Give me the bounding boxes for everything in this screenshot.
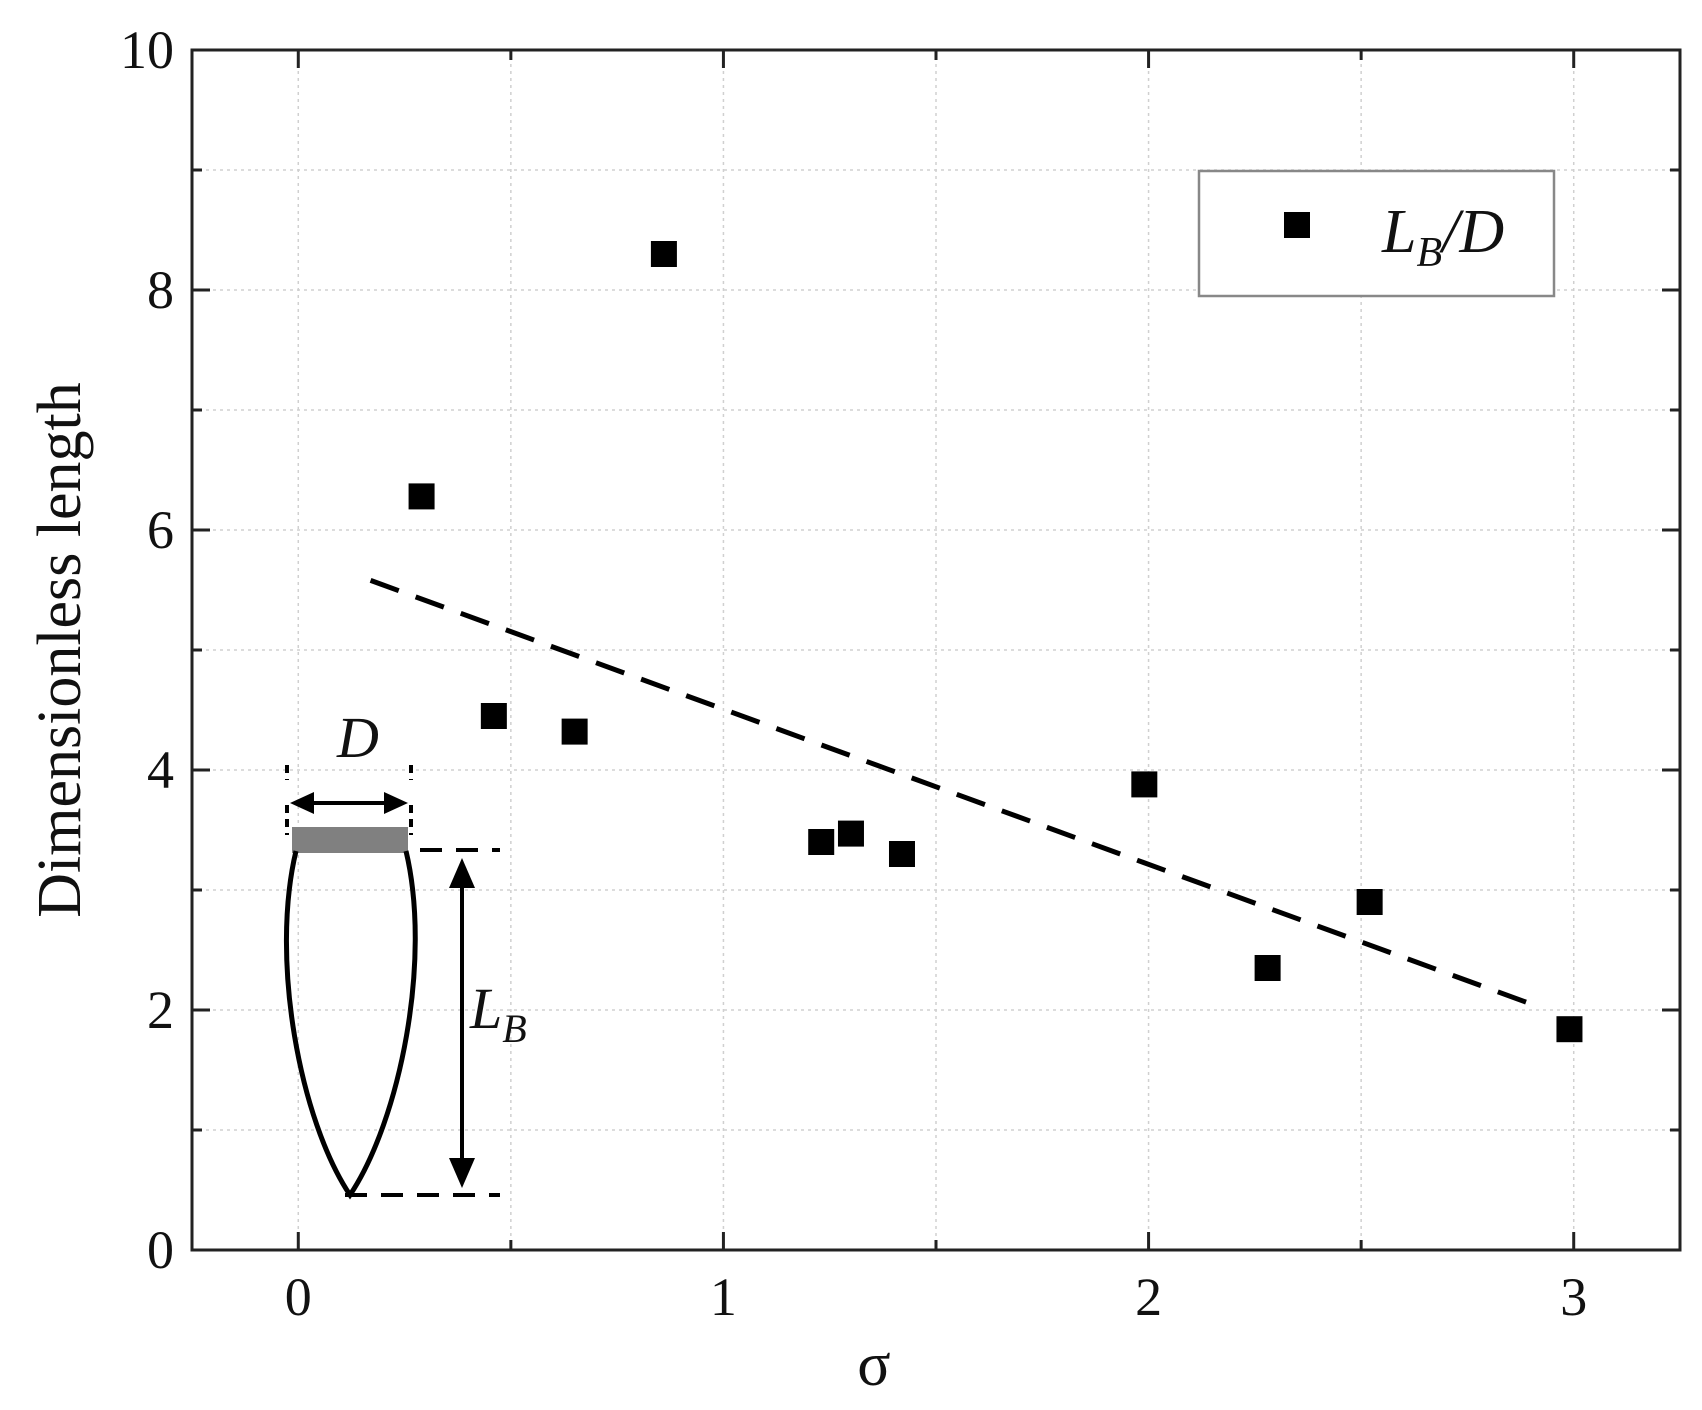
length-label-sub: B [502, 1006, 526, 1051]
data-point [480, 703, 507, 729]
x-tick-label: 1 [710, 1267, 737, 1327]
gridlines [192, 50, 1680, 1250]
legend-label-sub: B [1416, 230, 1442, 276]
legend-label: LB/D [1381, 198, 1504, 276]
x-axis-title: σ [857, 1331, 890, 1399]
bubble-outline [283, 850, 418, 1200]
plot-frame [190, 48, 1682, 1252]
data-point [1556, 1016, 1583, 1043]
legend-label-tail: /D [1439, 198, 1504, 266]
data-point [837, 820, 864, 847]
y-tick-label: 4 [147, 740, 174, 800]
y-tick-label: 8 [147, 260, 174, 320]
y-tick-label: 2 [147, 980, 174, 1040]
data-point [561, 718, 588, 745]
length-label: LB [469, 976, 527, 1051]
data-point [1356, 889, 1383, 915]
data-point [808, 829, 835, 855]
bubble-top-bar [292, 827, 408, 853]
trend-line [369, 578, 1533, 1007]
data-points [408, 241, 1583, 1043]
legend-box [1197, 169, 1556, 298]
bubble-inset-diagram: D LB [283, 705, 527, 1200]
y-tick-label: 0 [147, 1220, 174, 1280]
legend-marker [1284, 212, 1310, 238]
diameter-label: D [336, 705, 379, 770]
legend-label-main: L [1381, 198, 1416, 266]
y-tick-label: 10 [120, 20, 174, 80]
y-axis-title: Dimensionless length [26, 382, 94, 918]
tick-labels: 0 1 2 3 0 2 4 6 8 10 [120, 20, 1587, 1327]
length-label-main: L [469, 976, 502, 1041]
x-tick-label: 3 [1560, 1267, 1587, 1327]
data-point [1131, 771, 1158, 798]
data-point [888, 841, 915, 867]
x-tick-label: 0 [285, 1267, 312, 1327]
y-tick-label: 6 [147, 500, 174, 560]
data-point [1254, 955, 1281, 981]
data-point [650, 241, 677, 267]
data-point [408, 483, 435, 510]
legend: LB/D [1197, 169, 1556, 298]
x-tick-label: 2 [1135, 1267, 1162, 1327]
